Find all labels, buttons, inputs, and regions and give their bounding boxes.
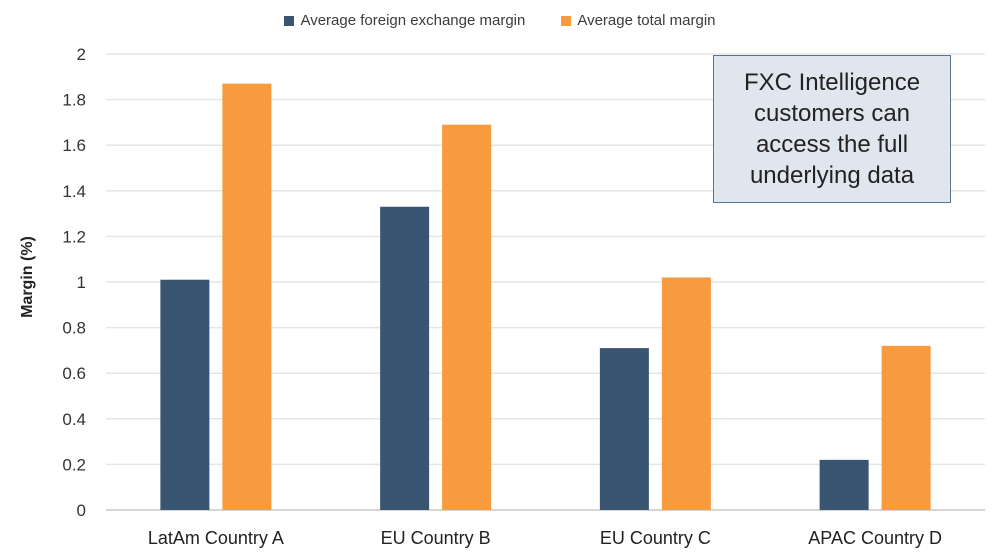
y-tick-label: 0.6 bbox=[62, 364, 86, 383]
y-tick-label: 1.2 bbox=[62, 227, 86, 246]
legend-item-fx-margin: Average foreign exchange margin bbox=[284, 12, 525, 29]
y-tick-label: 1.8 bbox=[62, 91, 86, 110]
y-tick-label: 1.4 bbox=[62, 182, 86, 201]
x-tick-label: LatAm Country A bbox=[148, 528, 284, 548]
legend-item-total-margin: Average total margin bbox=[561, 12, 716, 29]
bar-total-margin bbox=[222, 83, 272, 510]
y-tick-label: 0.8 bbox=[62, 319, 86, 338]
bar-fx-margin bbox=[380, 206, 430, 510]
bar-total-margin bbox=[661, 277, 711, 510]
legend-swatch bbox=[284, 15, 295, 26]
x-tick-label: APAC Country D bbox=[808, 528, 942, 548]
y-tick-label: 2 bbox=[77, 45, 86, 64]
bar-fx-margin bbox=[819, 459, 869, 510]
y-tick-label: 1 bbox=[77, 273, 86, 292]
bar-total-margin bbox=[442, 124, 492, 511]
bar-total-margin bbox=[881, 345, 931, 510]
legend-label: Average foreign exchange margin bbox=[300, 12, 526, 29]
legend: Average foreign exchange margin Average … bbox=[0, 12, 1000, 29]
bar-fx-margin bbox=[160, 279, 210, 510]
legend-swatch bbox=[561, 15, 572, 26]
legend-label: Average total margin bbox=[577, 12, 716, 29]
x-tick-label: EU Country B bbox=[381, 528, 491, 548]
annotation-box: FXC Intelligence customers can access th… bbox=[713, 55, 951, 203]
y-tick-label: 0 bbox=[77, 501, 86, 520]
y-tick-label: 1.6 bbox=[62, 136, 86, 155]
bar-fx-margin bbox=[599, 348, 649, 510]
y-tick-label: 0.2 bbox=[62, 455, 86, 474]
x-tick-label: EU Country C bbox=[600, 528, 711, 548]
y-tick-label: 0.4 bbox=[62, 410, 86, 429]
y-axis-label: Margin (%) bbox=[19, 236, 36, 318]
